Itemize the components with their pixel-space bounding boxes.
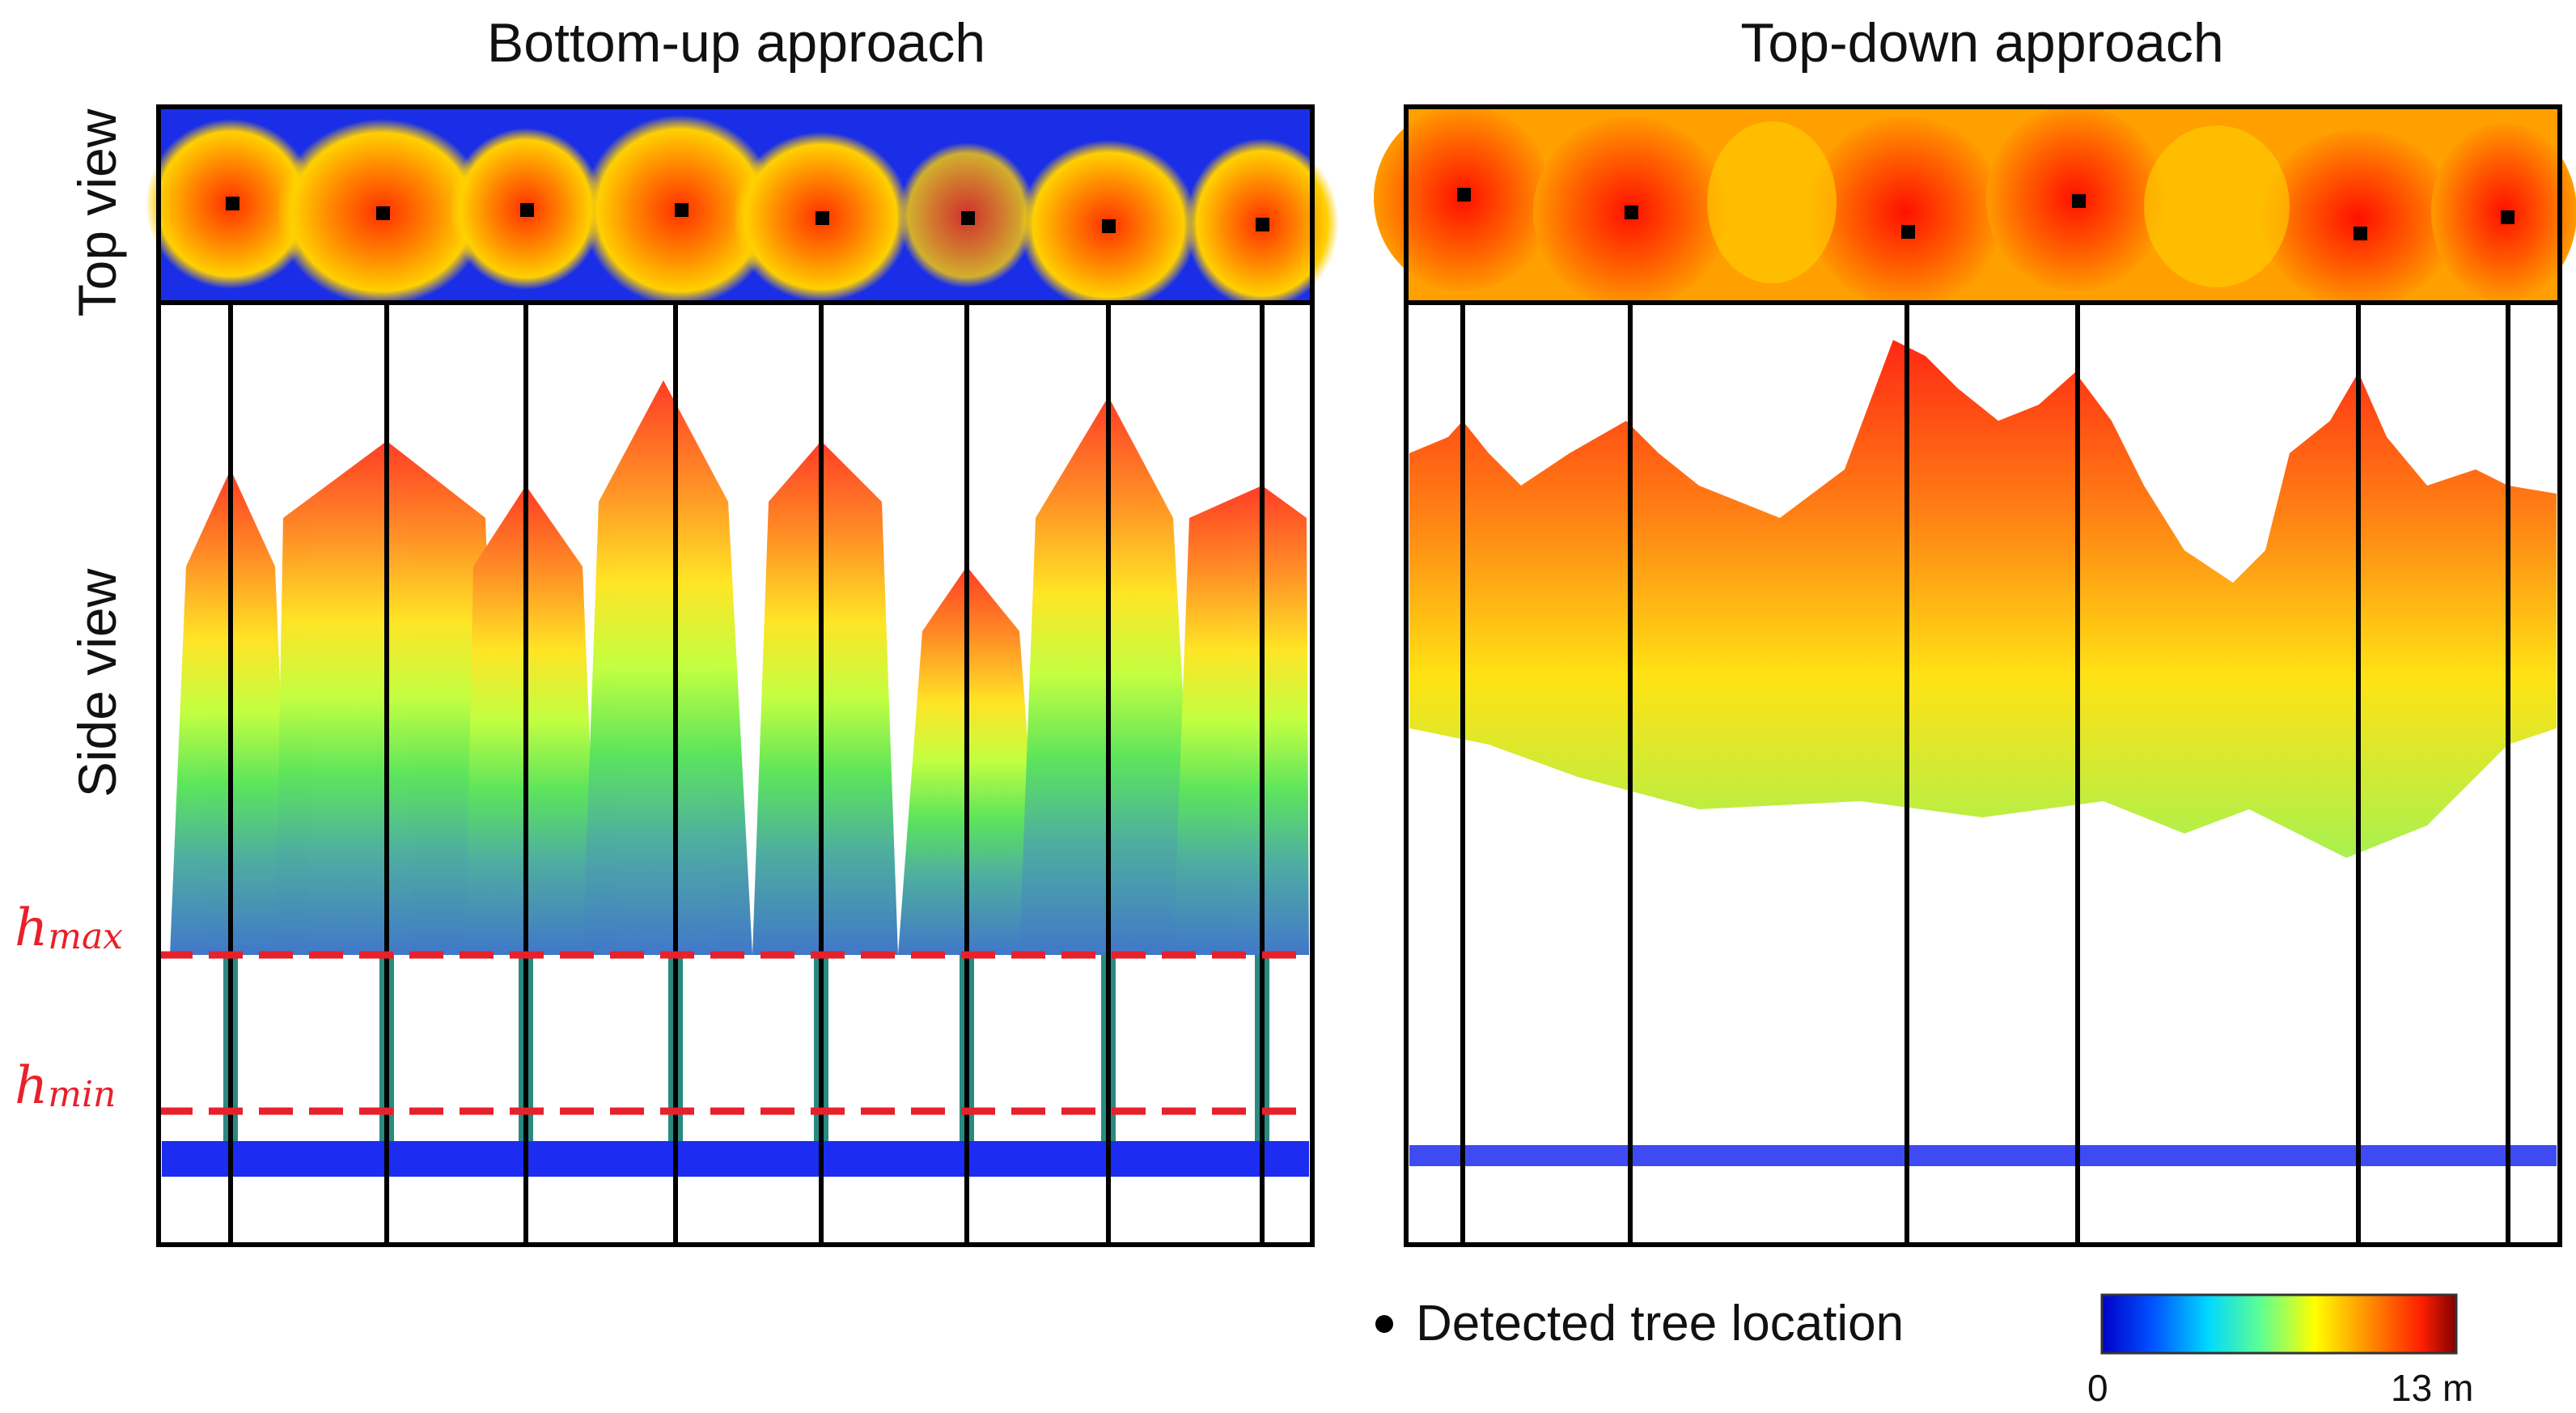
bottom-up-tree-crowns <box>170 380 1309 955</box>
bottom-up-tree-lines <box>228 303 1265 1245</box>
hmin-label: hmin <box>15 1056 117 1116</box>
top-down-canopy <box>1409 340 2557 858</box>
top-down-tree-markers <box>1457 188 2515 240</box>
top-down-top-view <box>1374 104 2576 308</box>
tree-location-legend: Detected tree location <box>1375 1295 1904 1352</box>
bottom-up-tree-markers <box>226 197 1269 233</box>
tree-location-marker-icon <box>1375 1314 1393 1333</box>
top-down-side-view <box>1404 300 2562 1247</box>
bottom-up-ground <box>162 1141 1309 1177</box>
top-down-title: Top-down approach <box>1740 12 2224 74</box>
hmax-label: hmax <box>15 898 123 958</box>
height-colorbar <box>2100 1293 2458 1355</box>
bottom-up-title: Bottom-up approach <box>486 12 986 74</box>
top-down-tree-lines <box>1460 303 2510 1245</box>
colorbar-max-label: 13 m <box>2391 1367 2474 1409</box>
top-down-ground <box>1409 1145 2557 1166</box>
bottom-up-top-view <box>146 104 1339 310</box>
tree-location-legend-label: Detected tree location <box>1416 1296 1904 1351</box>
bottom-up-side-view <box>156 300 1315 1247</box>
colorbar-min-label: 0 <box>2087 1367 2108 1409</box>
